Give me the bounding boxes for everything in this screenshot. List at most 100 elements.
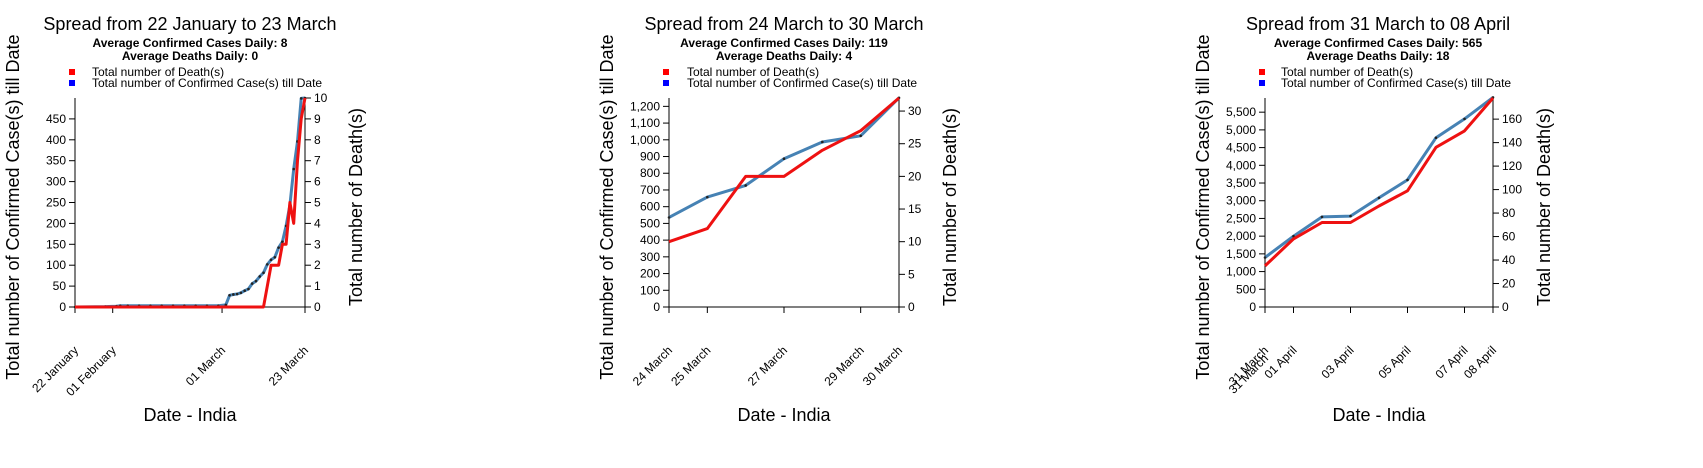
y-right-tick-label: 2 (314, 258, 321, 272)
y-left-tick-label: 1,000 (630, 133, 660, 147)
subtitle-deaths: Average Deaths Daily: 18 (1307, 49, 1450, 63)
axis-lines (1259, 98, 1494, 313)
axis-lines (663, 98, 900, 313)
y-left-tick-label: 700 (640, 183, 660, 197)
y-right-tick-label: 5 (908, 267, 915, 281)
y-right-axis-title: Total number of Death(s) (940, 108, 960, 306)
legend-label-confirmed: Total number of Confirmed Case(s) till D… (687, 76, 917, 90)
chart-svg-1: Spread from 22 January to 23 March Averag… (3, 14, 366, 425)
y-left-tick-label: 350 (46, 154, 66, 168)
data-point-confirmed (744, 184, 747, 187)
data-point-confirmed (265, 263, 269, 266)
series-line-deaths (1263, 97, 1495, 267)
subtitle-confirmed: Average Confirmed Cases Daily: 565 (1274, 36, 1483, 50)
y-right-tick-label: 100 (1502, 183, 1522, 197)
y-right-tick-label: 0 (314, 300, 321, 314)
y-right-tick-label: 60 (1502, 230, 1516, 244)
data-point-confirmed (269, 258, 273, 262)
y-right-tick-label: 8 (314, 133, 321, 147)
y-left-tick-label: 1,100 (630, 116, 660, 130)
legend-marker-deaths (1259, 69, 1265, 75)
data-point-confirmed (1320, 215, 1324, 219)
data-point-confirmed (859, 134, 862, 138)
y-left-axis-title: Total number of Confirmed Case(s) till D… (3, 34, 23, 379)
y-right-tick-label: 30 (908, 104, 922, 118)
subtitle-confirmed: Average Confirmed Cases Daily: 119 (680, 36, 888, 50)
y-right-tick-label: 9 (314, 112, 321, 126)
x-tick-label: 25 March (668, 343, 713, 388)
legend-label-deaths: Total number of Death(s) (92, 65, 224, 79)
legend-label-deaths: Total number of Death(s) (1281, 65, 1413, 79)
y-right-tick-label: 3 (314, 237, 321, 251)
y-left-tick-label: 200 (640, 267, 660, 281)
x-tick-label: 30 March (860, 343, 905, 388)
y-left-tick-label: 400 (640, 233, 660, 247)
y-right-tick-label: 10 (908, 235, 922, 249)
data-point-confirmed (281, 240, 284, 244)
data-point-confirmed (667, 216, 671, 219)
y-left-tick-label: 2,000 (1226, 229, 1256, 243)
subtitle-deaths: Average Deaths Daily: 0 (122, 49, 259, 63)
y-right-tick-label: 15 (908, 202, 922, 216)
data-point-confirmed (232, 293, 235, 296)
y-left-tick-label: 1,200 (630, 99, 660, 113)
y-left-axis-title: Total number of Confirmed Case(s) till D… (1193, 34, 1213, 379)
y-left-axis-title: Total number of Confirmed Case(s) till D… (597, 34, 617, 379)
legend-marker-deaths (663, 69, 669, 75)
chart-title: Spread from 31 March to 08 April (1246, 14, 1510, 34)
data-point-confirmed (258, 275, 262, 278)
y-left-tick-label: 200 (46, 216, 66, 230)
data-point-confirmed (1377, 196, 1381, 200)
chart-svg-2: Spread from 24 March to 30 March Average … (597, 14, 960, 425)
y-right-tick-label: 160 (1502, 112, 1522, 126)
legend-marker-confirmed (663, 80, 669, 86)
data-point-confirmed (706, 195, 709, 199)
data-point-confirmed (821, 140, 824, 144)
y-right-tick-label: 140 (1502, 136, 1522, 150)
chart-panel-1: Spread from 22 January to 23 March Averag… (0, 0, 500, 468)
y-right-tick-label: 6 (314, 175, 321, 189)
legend-marker-confirmed (1259, 80, 1265, 86)
y-left-tick-label: 0 (653, 300, 660, 314)
data-point-confirmed (250, 282, 254, 285)
data-point-confirmed (1406, 178, 1409, 182)
y-left-tick-label: 1,500 (1226, 247, 1256, 261)
data-point-confirmed (1434, 136, 1438, 140)
x-axis-title: Date - India (1332, 405, 1426, 425)
data-point-confirmed (1263, 256, 1267, 259)
y-right-tick-label: 0 (1502, 300, 1509, 314)
series-line-deaths (668, 96, 900, 244)
subtitle-confirmed: Average Confirmed Cases Daily: 8 (93, 36, 288, 50)
y-left-tick-label: 450 (46, 112, 66, 126)
chart-panel-3: Spread from 31 March to 08 April Average … (1193, 0, 1703, 468)
data-point-confirmed (243, 289, 246, 292)
y-left-tick-label: 5,500 (1226, 105, 1256, 119)
y-right-tick-label: 20 (908, 169, 922, 183)
y-left-tick-label: 0 (1249, 300, 1256, 314)
legend-marker-deaths (69, 69, 75, 75)
data-point-confirmed (254, 279, 258, 283)
y-left-tick-label: 3,000 (1226, 194, 1256, 208)
y-left-tick-label: 0 (59, 300, 66, 314)
x-tick-label: 23 March (266, 343, 311, 388)
data-point-confirmed (782, 157, 786, 160)
legend-label-confirmed: Total number of Confirmed Case(s) till D… (92, 76, 322, 90)
x-axis-title: Date - India (737, 405, 831, 425)
y-left-tick-label: 50 (53, 279, 67, 293)
x-tick-label: 29 March (822, 343, 867, 388)
chart-title: Spread from 22 January to 23 March (43, 14, 336, 34)
y-left-tick-label: 400 (46, 133, 66, 147)
legend-label-confirmed: Total number of Confirmed Case(s) till D… (1281, 76, 1511, 90)
subtitle-deaths: Average Deaths Daily: 4 (716, 49, 853, 63)
chart-title: Spread from 24 March to 30 March (644, 14, 923, 34)
x-tick-label: 27 March (745, 343, 790, 388)
y-right-axis-title: Total number of Death(s) (1534, 108, 1554, 306)
data-point-confirmed (277, 246, 280, 249)
data-point-confirmed (299, 97, 303, 100)
data-point-confirmed (247, 287, 250, 291)
y-left-tick-label: 4,500 (1226, 141, 1256, 155)
data-point-confirmed (1463, 117, 1466, 121)
y-right-tick-label: 5 (314, 196, 321, 210)
y-right-tick-label: 10 (314, 91, 328, 105)
y-left-tick-label: 250 (46, 196, 66, 210)
